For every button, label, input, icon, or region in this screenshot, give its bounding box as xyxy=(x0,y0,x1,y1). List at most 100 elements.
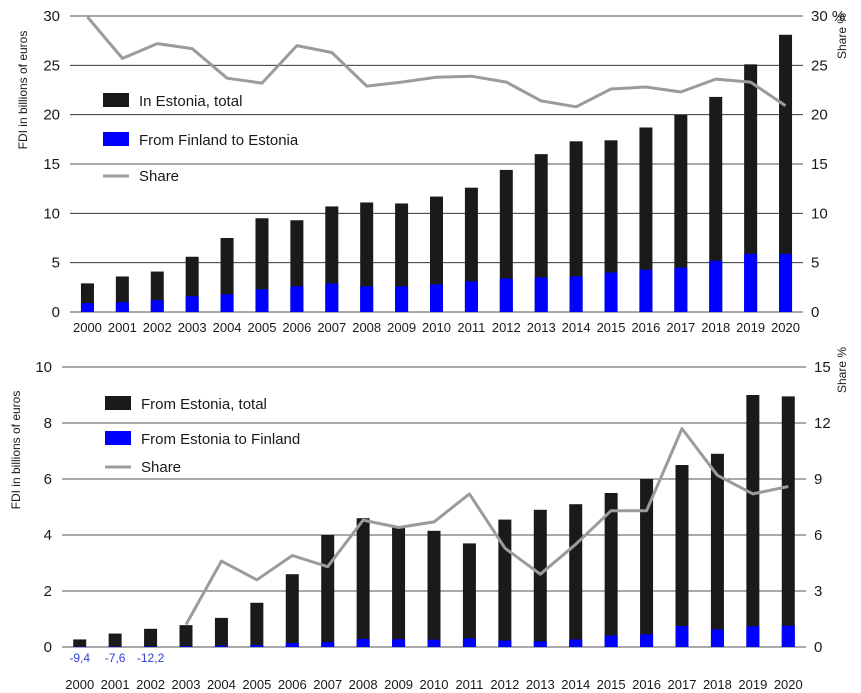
bar-part xyxy=(710,629,724,647)
x-tick-label: 2013 xyxy=(526,677,555,692)
x-tick-label: 2019 xyxy=(736,320,765,335)
x-tick-label: 2000 xyxy=(65,677,94,692)
chart-panel-1: 0 5 10 15 20 25 30 0 5 10 15 20 25 30 % FDI in billion… xyxy=(16,8,849,335)
x-tick-label: 2015 xyxy=(597,677,626,692)
x-tick-label: 2015 xyxy=(597,320,626,335)
bar-total xyxy=(73,639,87,647)
bar-part xyxy=(533,641,547,647)
x-tick-label: 2018 xyxy=(703,677,732,692)
x-tick-label: 2012 xyxy=(490,677,519,692)
bar-total xyxy=(321,535,335,647)
x-tick-label: 2020 xyxy=(774,677,803,692)
x-tick-label: 2020 xyxy=(771,320,800,335)
bar-total xyxy=(360,202,374,312)
y2-tick-label: 10 xyxy=(811,205,828,222)
y2-tick-label: 6 xyxy=(814,527,822,544)
bar-part xyxy=(604,272,618,312)
bar-total xyxy=(430,196,443,312)
y-tick-label: 8 xyxy=(44,415,52,432)
bar-part xyxy=(498,640,512,647)
bar-part xyxy=(674,267,688,312)
bar-total xyxy=(427,530,441,647)
bar-part xyxy=(395,286,409,312)
bar-part xyxy=(285,643,299,647)
bar-total xyxy=(604,493,618,647)
y-axis-title: FDI in billions of euros xyxy=(9,391,23,510)
negative-value-label: -7,6 xyxy=(105,651,126,665)
y-tick-label: 0 xyxy=(52,304,60,321)
bar-part xyxy=(220,294,234,312)
x-tick-label: 2019 xyxy=(738,677,767,692)
bar-part xyxy=(639,269,653,312)
y2-tick-label: 20 xyxy=(811,107,828,124)
bar-total xyxy=(640,479,654,647)
x-tick-label: 2001 xyxy=(101,677,130,692)
legend-label-share: Share xyxy=(141,459,181,476)
bar-total xyxy=(356,518,370,647)
bar-part xyxy=(80,303,94,312)
x-tick-label: 2011 xyxy=(457,320,485,335)
x-tick-label: 2002 xyxy=(143,320,172,335)
x-tick-label: 2010 xyxy=(422,320,451,335)
bar-part xyxy=(321,642,335,647)
legend-swatch-total xyxy=(105,396,131,410)
x-tick-label: 2017 xyxy=(668,677,697,692)
y-tick-label: 2 xyxy=(44,583,52,600)
bar-part xyxy=(569,276,583,312)
bar-total xyxy=(214,617,228,647)
y-tick-label: 4 xyxy=(44,527,52,544)
x-tick-label: 2012 xyxy=(492,320,521,335)
x-tick-label: 2017 xyxy=(666,320,695,335)
x-tick-label: 2004 xyxy=(207,677,236,692)
y2-tick-label: 15 xyxy=(811,156,828,173)
legend-label-total: From Estonia, total xyxy=(141,396,267,413)
bar-part xyxy=(709,260,723,312)
legend-swatch-part xyxy=(105,431,131,445)
bar-part xyxy=(746,626,760,647)
bar-part xyxy=(604,635,618,647)
legend-label-total: In Estonia, total xyxy=(139,93,242,110)
bar-total xyxy=(746,395,760,647)
x-tick-label: 2008 xyxy=(352,320,381,335)
x-tick-label: 2014 xyxy=(562,320,591,335)
bar-part xyxy=(185,296,199,312)
legend-label-share: Share xyxy=(139,168,179,185)
x-tick-label: 2005 xyxy=(242,677,271,692)
bar-total xyxy=(250,602,264,647)
x-tick-label: 2005 xyxy=(248,320,277,335)
x-tick-label: 2011 xyxy=(455,677,483,692)
y2-tick-label: 9 xyxy=(814,471,822,488)
bar-part xyxy=(115,302,129,312)
negative-value-label: -9,4 xyxy=(69,651,90,665)
bar-total xyxy=(675,465,689,647)
y2-axis-title: Share % xyxy=(835,13,849,59)
bar-part xyxy=(290,286,304,312)
bar-total xyxy=(395,203,409,312)
bar-total xyxy=(144,628,158,647)
x-tick-label: 2009 xyxy=(384,677,413,692)
legend-swatch-part xyxy=(103,132,129,146)
bar-total xyxy=(220,238,234,312)
x-tick-label: 2010 xyxy=(420,677,449,692)
y2-tick-label: 25 xyxy=(811,57,828,74)
x-tick-label: 2018 xyxy=(701,320,730,335)
x-tick-label: 2016 xyxy=(632,677,661,692)
bar-part xyxy=(108,646,122,647)
bar-part xyxy=(462,638,476,647)
x-tick-label: 2004 xyxy=(213,320,242,335)
bar-total xyxy=(108,633,122,647)
y2-tick-label: 3 xyxy=(814,583,822,600)
bar-part xyxy=(569,639,583,647)
legend: From Estonia, total From Estonia to Finla… xyxy=(105,396,300,476)
bar-part xyxy=(179,646,193,647)
x-tick-label: 2008 xyxy=(349,677,378,692)
y2-tick-label: 5 xyxy=(811,255,819,272)
y2-tick-label: 0 xyxy=(811,304,819,321)
x-tick-label: 2007 xyxy=(317,320,346,335)
bar-part xyxy=(150,300,164,312)
bar-part xyxy=(781,625,795,647)
y2-tick-label: 12 xyxy=(814,415,831,432)
x-tick-label: 2006 xyxy=(282,320,311,335)
x-tick-label: 2001 xyxy=(108,320,137,335)
bar-total xyxy=(744,64,758,312)
